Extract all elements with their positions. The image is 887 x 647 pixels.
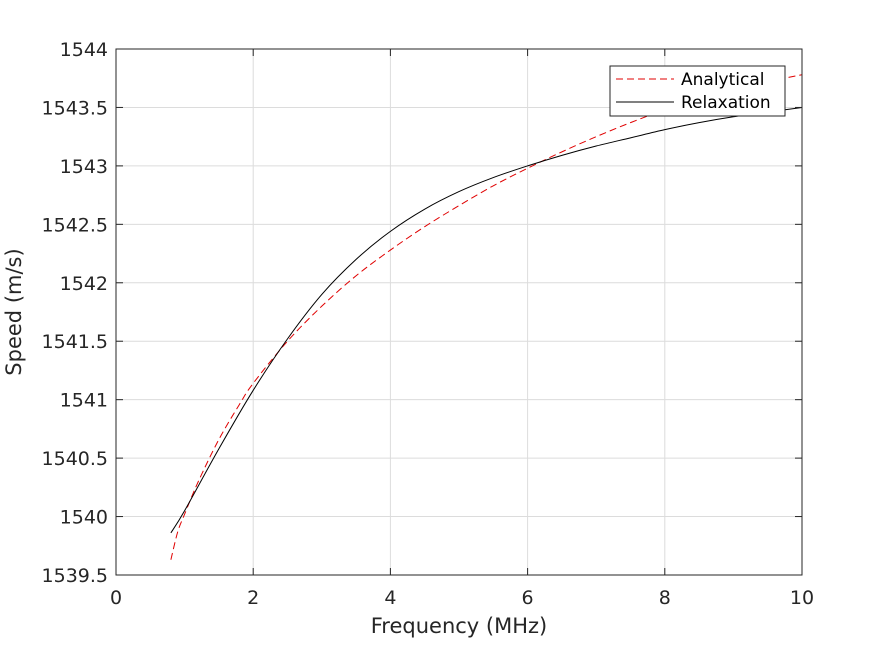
y-tick-label: 1541 xyxy=(60,390,108,412)
y-tick-label: 1543 xyxy=(60,156,108,178)
x-tick-label: 0 xyxy=(110,587,122,609)
y-axis-label: Speed (m/s) xyxy=(2,248,26,375)
y-tick-label: 1542.5 xyxy=(42,214,108,236)
legend-label-relaxation: Relaxation xyxy=(681,93,771,113)
axes-box xyxy=(115,48,803,576)
y-tick-label: 1540 xyxy=(60,507,108,529)
legend-label-analytical: Analytical xyxy=(681,70,764,90)
y-tick-label: 1542 xyxy=(60,273,108,295)
grid xyxy=(115,48,803,576)
series-line-relaxation xyxy=(170,106,802,534)
y-tick-label: 1539.5 xyxy=(42,565,108,587)
x-tick-label: 10 xyxy=(790,587,814,609)
x-tick-label: 8 xyxy=(659,587,671,609)
x-tick-label: 4 xyxy=(384,587,396,609)
y-tick-label: 1543.5 xyxy=(42,97,108,119)
plot-area xyxy=(116,49,802,575)
x-tick-label: 6 xyxy=(522,587,534,609)
y-tick-label: 1544 xyxy=(60,39,108,61)
ticks xyxy=(115,48,803,576)
x-axis-label: Frequency (MHz) xyxy=(371,614,547,638)
y-tick-label: 1541.5 xyxy=(42,331,108,353)
y-tick-label: 1540.5 xyxy=(42,448,108,470)
legend-box xyxy=(609,65,786,117)
tick-labels: 0 2 4 6 8 10 1539.5 1540 1540.5 1541 1541.5 1542 154… xyxy=(42,39,815,609)
x-tick-label: 2 xyxy=(247,587,259,609)
legend: Analytical Relaxation xyxy=(609,65,786,117)
